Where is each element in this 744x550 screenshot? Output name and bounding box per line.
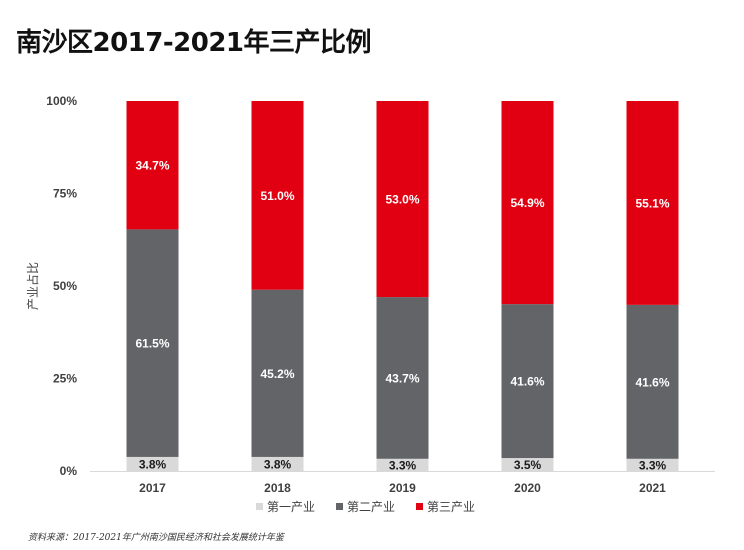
y-tick-label: 0% xyxy=(60,464,78,478)
bar-segment xyxy=(501,304,554,459)
legend-label: 第二产业 xyxy=(347,500,395,514)
bar-segment xyxy=(626,304,679,459)
bar-segment xyxy=(376,101,429,298)
y-axis-label: 产业占比 xyxy=(25,262,40,310)
data-label: 3.5% xyxy=(514,458,542,472)
x-tick-label: 2021 xyxy=(639,481,666,495)
y-tick-label: 25% xyxy=(53,372,77,386)
bar-segment xyxy=(126,101,179,230)
legend-swatch xyxy=(416,503,423,510)
chart-title: 南沙区2017-2021年三产比例 xyxy=(16,28,372,58)
y-tick-label: 50% xyxy=(53,279,77,293)
legend-swatch xyxy=(336,503,343,510)
data-label: 3.3% xyxy=(389,458,417,472)
data-label: 41.6% xyxy=(635,375,669,389)
x-tick-label: 2017 xyxy=(139,481,166,495)
legend-swatch xyxy=(256,503,263,510)
bar-segment xyxy=(126,229,179,457)
bar-segment xyxy=(626,458,679,471)
bar-segment xyxy=(126,456,179,471)
source-note: 资料来源：2017-2021年广州南沙国民经济和社会发展统计年鉴 xyxy=(28,533,284,543)
data-label: 3.8% xyxy=(139,457,167,471)
data-label: 53.0% xyxy=(385,193,419,207)
data-label: 51.0% xyxy=(260,189,294,203)
data-label: 54.9% xyxy=(510,196,544,210)
legend-label: 第一产业 xyxy=(267,500,315,514)
bar-segment xyxy=(626,101,679,305)
data-label: 61.5% xyxy=(135,337,169,351)
bar-segment xyxy=(251,456,304,471)
y-tick-label: 100% xyxy=(46,94,77,108)
x-tick-label: 2020 xyxy=(514,481,541,495)
data-label: 43.7% xyxy=(385,371,419,385)
stacked-bar-chart: 0% 25% 50% 75% 100% 产业占比 3.8% 61.5% 34.7% 2017 3.8… xyxy=(25,94,715,514)
bar-segment xyxy=(376,297,429,459)
x-tick-label: 2018 xyxy=(264,481,291,495)
data-label: 55.1% xyxy=(635,196,669,210)
bar-segment xyxy=(376,458,429,471)
data-label: 3.8% xyxy=(264,457,292,471)
data-label: 3.3% xyxy=(639,458,667,472)
data-label: 45.2% xyxy=(260,367,294,381)
bar-segment xyxy=(501,101,554,305)
data-label: 41.6% xyxy=(510,375,544,389)
x-tick-label: 2019 xyxy=(389,481,416,495)
data-label: 34.7% xyxy=(135,159,169,173)
bar-segment xyxy=(251,289,304,457)
bar-segment xyxy=(251,101,304,290)
bar-segment xyxy=(501,458,554,471)
y-tick-label: 75% xyxy=(53,187,77,201)
legend-label: 第三产业 xyxy=(427,500,475,514)
